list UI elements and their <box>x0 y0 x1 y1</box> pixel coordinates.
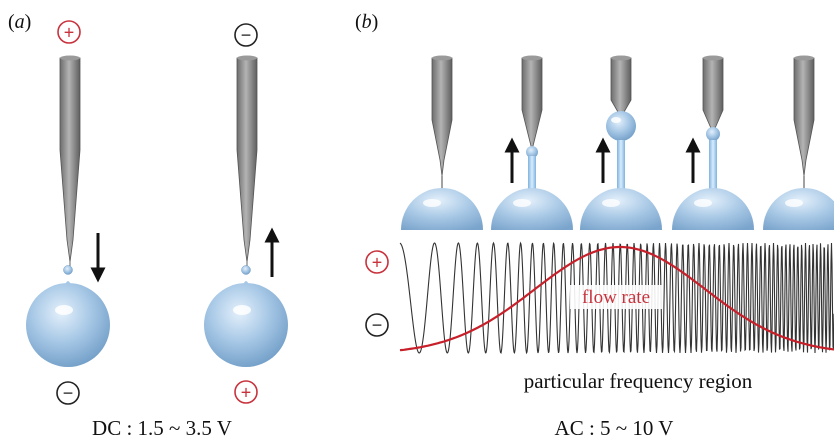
dc-needle-left <box>59 55 81 268</box>
minus-sign-bottom-left: − <box>56 381 80 405</box>
svg-text:−: − <box>241 25 252 45</box>
plus-sign-top-left: + <box>57 20 81 44</box>
dc-needle-right <box>236 55 258 268</box>
dc-droplet-right <box>204 265 288 367</box>
ac-stage-3 <box>580 55 662 230</box>
panel-a-label: (a) <box>8 11 31 33</box>
ac-chirp-waveform <box>399 241 834 355</box>
flow-rate-label: flow rate <box>582 287 650 308</box>
panel-b-label: (b) <box>355 11 378 33</box>
plus-sign-bottom-right: + <box>234 380 258 404</box>
flow-rate-label-bg <box>570 285 662 309</box>
dc-droplet-left <box>26 265 110 367</box>
dc-caption: DC : 1.5 ~ 3.5 V <box>92 416 232 440</box>
ac-stage-2 <box>491 55 573 230</box>
minus-sign-top-right: − <box>234 23 258 47</box>
svg-text:−: − <box>372 315 383 335</box>
svg-text:+: + <box>372 253 383 273</box>
ac-caption: AC : 5 ~ 10 V <box>555 416 674 440</box>
ac-stage-1 <box>401 55 483 230</box>
flow-rate-curve <box>399 245 834 352</box>
svg-text:+: + <box>64 23 75 43</box>
svg-text:+: + <box>241 383 252 403</box>
ac-stage-5 <box>763 55 834 230</box>
minus-sign-waveform: − <box>365 313 389 337</box>
plus-sign-waveform: + <box>365 250 389 274</box>
ac-stage-4 <box>672 55 754 230</box>
svg-text:−: − <box>63 383 74 403</box>
frequency-region-label: particular frequency region <box>524 369 753 393</box>
